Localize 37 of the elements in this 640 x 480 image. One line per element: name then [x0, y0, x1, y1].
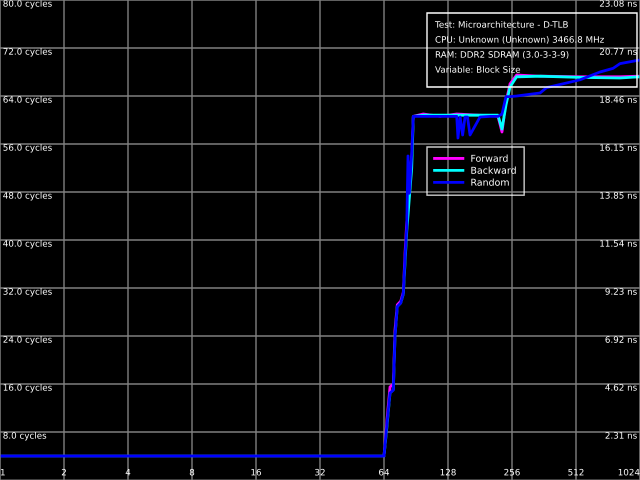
y2-tick-label: 9.23 ns	[605, 288, 637, 295]
x-tick-label: 32	[315, 468, 325, 476]
annotation: RAM: DDR2 SDRAM (3.0-3-3-9)	[436, 51, 568, 59]
annotation: Test: Microarchitecture - D-TLB	[434, 21, 568, 28]
y-tick-label: 56.0 cycles	[3, 144, 52, 152]
x-tick-label: 4	[126, 469, 130, 476]
y-tick-label: 8.0 cycles	[3, 432, 46, 440]
y2-tick-label: 11.54 ns	[600, 240, 637, 247]
legend-label: Random	[471, 178, 509, 186]
x-tick-label: 64	[379, 468, 390, 476]
x-tick-label: 128	[440, 468, 456, 476]
y2-tick-label: 16.15 ns	[600, 144, 637, 151]
y2-tick-label: 2.31 ns	[605, 432, 637, 439]
annotation: Variable: Block Size	[435, 66, 520, 73]
legend-label: Forward	[471, 154, 508, 162]
x-tick-label: 2	[62, 468, 66, 476]
y-tick-label: 48.0 cycles	[3, 192, 52, 200]
y2-tick-label: 18.46 ns	[600, 96, 637, 103]
y-tick-label: 64.0 cycles	[3, 96, 52, 104]
y-tick-label: 24.0 cycles	[3, 336, 52, 344]
y2-tick-label: 13.85 ns	[600, 192, 637, 199]
x-tick-label: 256	[504, 468, 520, 476]
y2-tick-label: 4.62 ns	[605, 384, 637, 391]
x-tick-label: 1	[0, 469, 5, 476]
x-tick-label: 16	[251, 468, 262, 476]
x-tick-label: 1024	[618, 468, 640, 476]
y2-tick-label: 6.92 ns	[605, 336, 637, 343]
y-tick-label: 32.0 cycles	[3, 288, 52, 296]
y-tick-label: 40.0 cycles	[3, 240, 52, 248]
annotation: CPU: Unknown (Unknown) 3466.8 MHz	[435, 36, 604, 44]
y-tick-label: 16.0 cycles	[4, 384, 52, 392]
x-tick-label: 8	[190, 468, 194, 476]
x-tick-label: 512	[568, 468, 584, 476]
y-tick-label: 72.0 cycles	[3, 48, 52, 56]
y-tick-label: 80.0 cycles	[3, 0, 52, 8]
legend-label: Backward	[471, 166, 516, 174]
y2-tick-label: 20.77 ns	[600, 48, 637, 55]
